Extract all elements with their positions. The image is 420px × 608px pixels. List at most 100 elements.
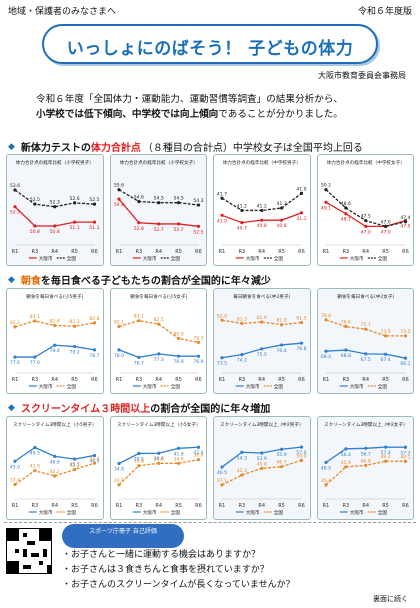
data-label: 46.7 xyxy=(277,460,287,466)
x-tick-label: R6 xyxy=(298,503,305,509)
data-label: 50.2 xyxy=(320,183,330,189)
data-label: 45.9 xyxy=(340,460,350,466)
data-label: 54.5 xyxy=(153,196,163,202)
data-label: 50.8 xyxy=(30,229,40,235)
chart-panel-8: スクリーンタイム3時間以上（小5男子） R1 R3 R4 R5 R6 45.0 49.5 46.… xyxy=(6,416,104,520)
data-point xyxy=(136,199,140,204)
data-label: 40.8 xyxy=(257,223,267,229)
diamond-icon: ◆ xyxy=(8,274,15,285)
data-point xyxy=(280,447,284,451)
legend-label: 大阪市 xyxy=(39,255,53,262)
data-point xyxy=(383,445,387,449)
data-label: 79.4 xyxy=(50,348,60,354)
data-label: 41.3 xyxy=(277,201,287,207)
data-point xyxy=(73,344,77,349)
data-label: 47.5 xyxy=(400,224,410,230)
data-point xyxy=(136,464,140,468)
breakfast-chart-jh-f: 朝食を毎日食べる(中2女子) R1 R3 R4 R5 R6 68.4 68.8 67.5 67.4… xyxy=(320,293,410,390)
x-tick-label: R5 xyxy=(382,377,389,383)
x-tick-label: R4 xyxy=(362,503,369,509)
data-point xyxy=(403,220,407,224)
data-point xyxy=(260,208,264,213)
x-tick-label: R5 xyxy=(71,377,78,383)
data-point xyxy=(323,460,328,464)
chart-title: スクリーンタイム3時間以上（中2男子） xyxy=(220,421,304,428)
data-label: 44.4 xyxy=(89,456,99,462)
data-label: 67.4 xyxy=(380,357,390,363)
data-label: 47.0 xyxy=(380,229,390,235)
x-tick-label: R6 xyxy=(195,377,202,383)
data-point xyxy=(13,355,17,359)
data-point xyxy=(33,202,37,206)
chart-title: スクリーンタイム3時間以上（小5女子） xyxy=(116,421,200,428)
legend-label: 全国 xyxy=(274,509,284,516)
x-tick-label: R6 xyxy=(298,249,305,255)
data-point xyxy=(299,191,304,195)
data-point xyxy=(363,463,367,467)
x-tick-label: R1 xyxy=(219,503,226,509)
data-point xyxy=(363,352,367,356)
header-edition: 令和６年度版 xyxy=(357,7,412,17)
legend-label: 大阪市 xyxy=(142,255,156,262)
data-label: 55.9 xyxy=(277,452,287,458)
data-point xyxy=(323,483,328,487)
legend-label: 全国 xyxy=(170,509,180,516)
x-tick-label: R4 xyxy=(362,377,369,383)
data-label: 42.3 xyxy=(70,463,80,469)
fitness-charts: 体力合計点の経年比較（小学校男子） R1 R3 R4 R5 R6 52.3 50.8 50.8 5… xyxy=(6,154,414,266)
legend-label: 大阪市 xyxy=(246,509,260,516)
x-tick-label: R1 xyxy=(322,249,329,255)
data-label: 79.3 xyxy=(193,335,203,341)
qr-code-icon[interactable] xyxy=(6,528,52,574)
data-label: 46.6 xyxy=(50,459,60,465)
data-point xyxy=(260,451,264,455)
data-label: 34.9 xyxy=(153,456,163,462)
data-point xyxy=(220,483,224,487)
legend-label: 全国 xyxy=(170,255,180,262)
data-label: 67.5 xyxy=(360,357,370,363)
chart-panel-6: 毎日朝食を食べる(中2男子) R1 R3 R4 R5 R6 73.5 74.2 75.5 76.4… xyxy=(213,288,311,394)
data-label: 77.6 xyxy=(10,360,20,366)
x-tick-label: R3 xyxy=(135,503,142,509)
breakfast-chart-jh-m: 毎日朝食を食べる(中2男子) R1 R3 R4 R5 R6 73.5 74.2 75.5 76.4… xyxy=(217,293,307,390)
data-point xyxy=(343,465,347,469)
chart-panel-1: 体力合計点の経年比較（小学校女子） R1 R3 R4 R5 R6 54.8 52.8 52.7 5… xyxy=(109,154,207,266)
data-label: 76.7 xyxy=(133,360,143,366)
legend-label: 全国 xyxy=(67,383,77,390)
data-label: 54.5 xyxy=(173,196,183,202)
x-tick-label: R6 xyxy=(402,377,409,383)
data-point xyxy=(176,354,180,358)
data-point xyxy=(196,445,200,449)
chart-panel-9: スクリーンタイム3時間以上（小5女子） R1 R3 R4 R5 R6 34.8 39.5 39.… xyxy=(109,416,207,520)
section-breakfast-b: を毎日食べる子どもたちの割合が全国的に年々減少 xyxy=(40,276,271,287)
section-screen-b: の割合が全国的に年々増加 xyxy=(150,404,271,415)
intro-tail: であることが分かりました。 xyxy=(218,109,343,120)
fitness-chart-jh-f: 体力合計点の経年比較（中学校女子） R1 R3 R4 R5 R6 49.1 48.1 47.0 4… xyxy=(320,159,410,262)
data-label: 50.0 xyxy=(296,453,306,459)
data-point xyxy=(13,188,17,192)
data-point xyxy=(260,320,264,324)
data-point xyxy=(343,212,347,216)
legend-label: 全国 xyxy=(170,383,180,390)
x-tick-label: R4 xyxy=(258,377,265,383)
data-label: 82.2 xyxy=(10,320,20,326)
data-label: 49.5 xyxy=(30,450,40,456)
x-tick-label: R5 xyxy=(278,503,285,509)
data-point xyxy=(323,188,328,192)
data-point xyxy=(136,451,140,456)
data-label: 68.8 xyxy=(340,353,350,359)
x-tick-label: R4 xyxy=(258,503,265,509)
data-point xyxy=(73,467,77,472)
data-label: 47.0 xyxy=(380,219,390,225)
data-point xyxy=(33,445,37,450)
series-line xyxy=(14,189,95,208)
legend-label: 全国 xyxy=(67,509,77,516)
data-point xyxy=(299,320,304,325)
data-label: 35.4 xyxy=(320,478,330,484)
data-point xyxy=(156,352,160,356)
data-point xyxy=(343,447,347,451)
breakfast-chart-elem-m: 朝食を毎日食べる(小5男子) R1 R3 R4 R5 R6 77.6 77.6 79.4 79.2… xyxy=(10,293,100,390)
chart-panel-4: 朝食を毎日食べる(小5男子) R1 R3 R4 R5 R6 77.6 77.6 79.4 79.2… xyxy=(6,288,104,394)
diamond-icon: ◆ xyxy=(8,402,15,413)
data-label: 78.0 xyxy=(113,353,123,359)
